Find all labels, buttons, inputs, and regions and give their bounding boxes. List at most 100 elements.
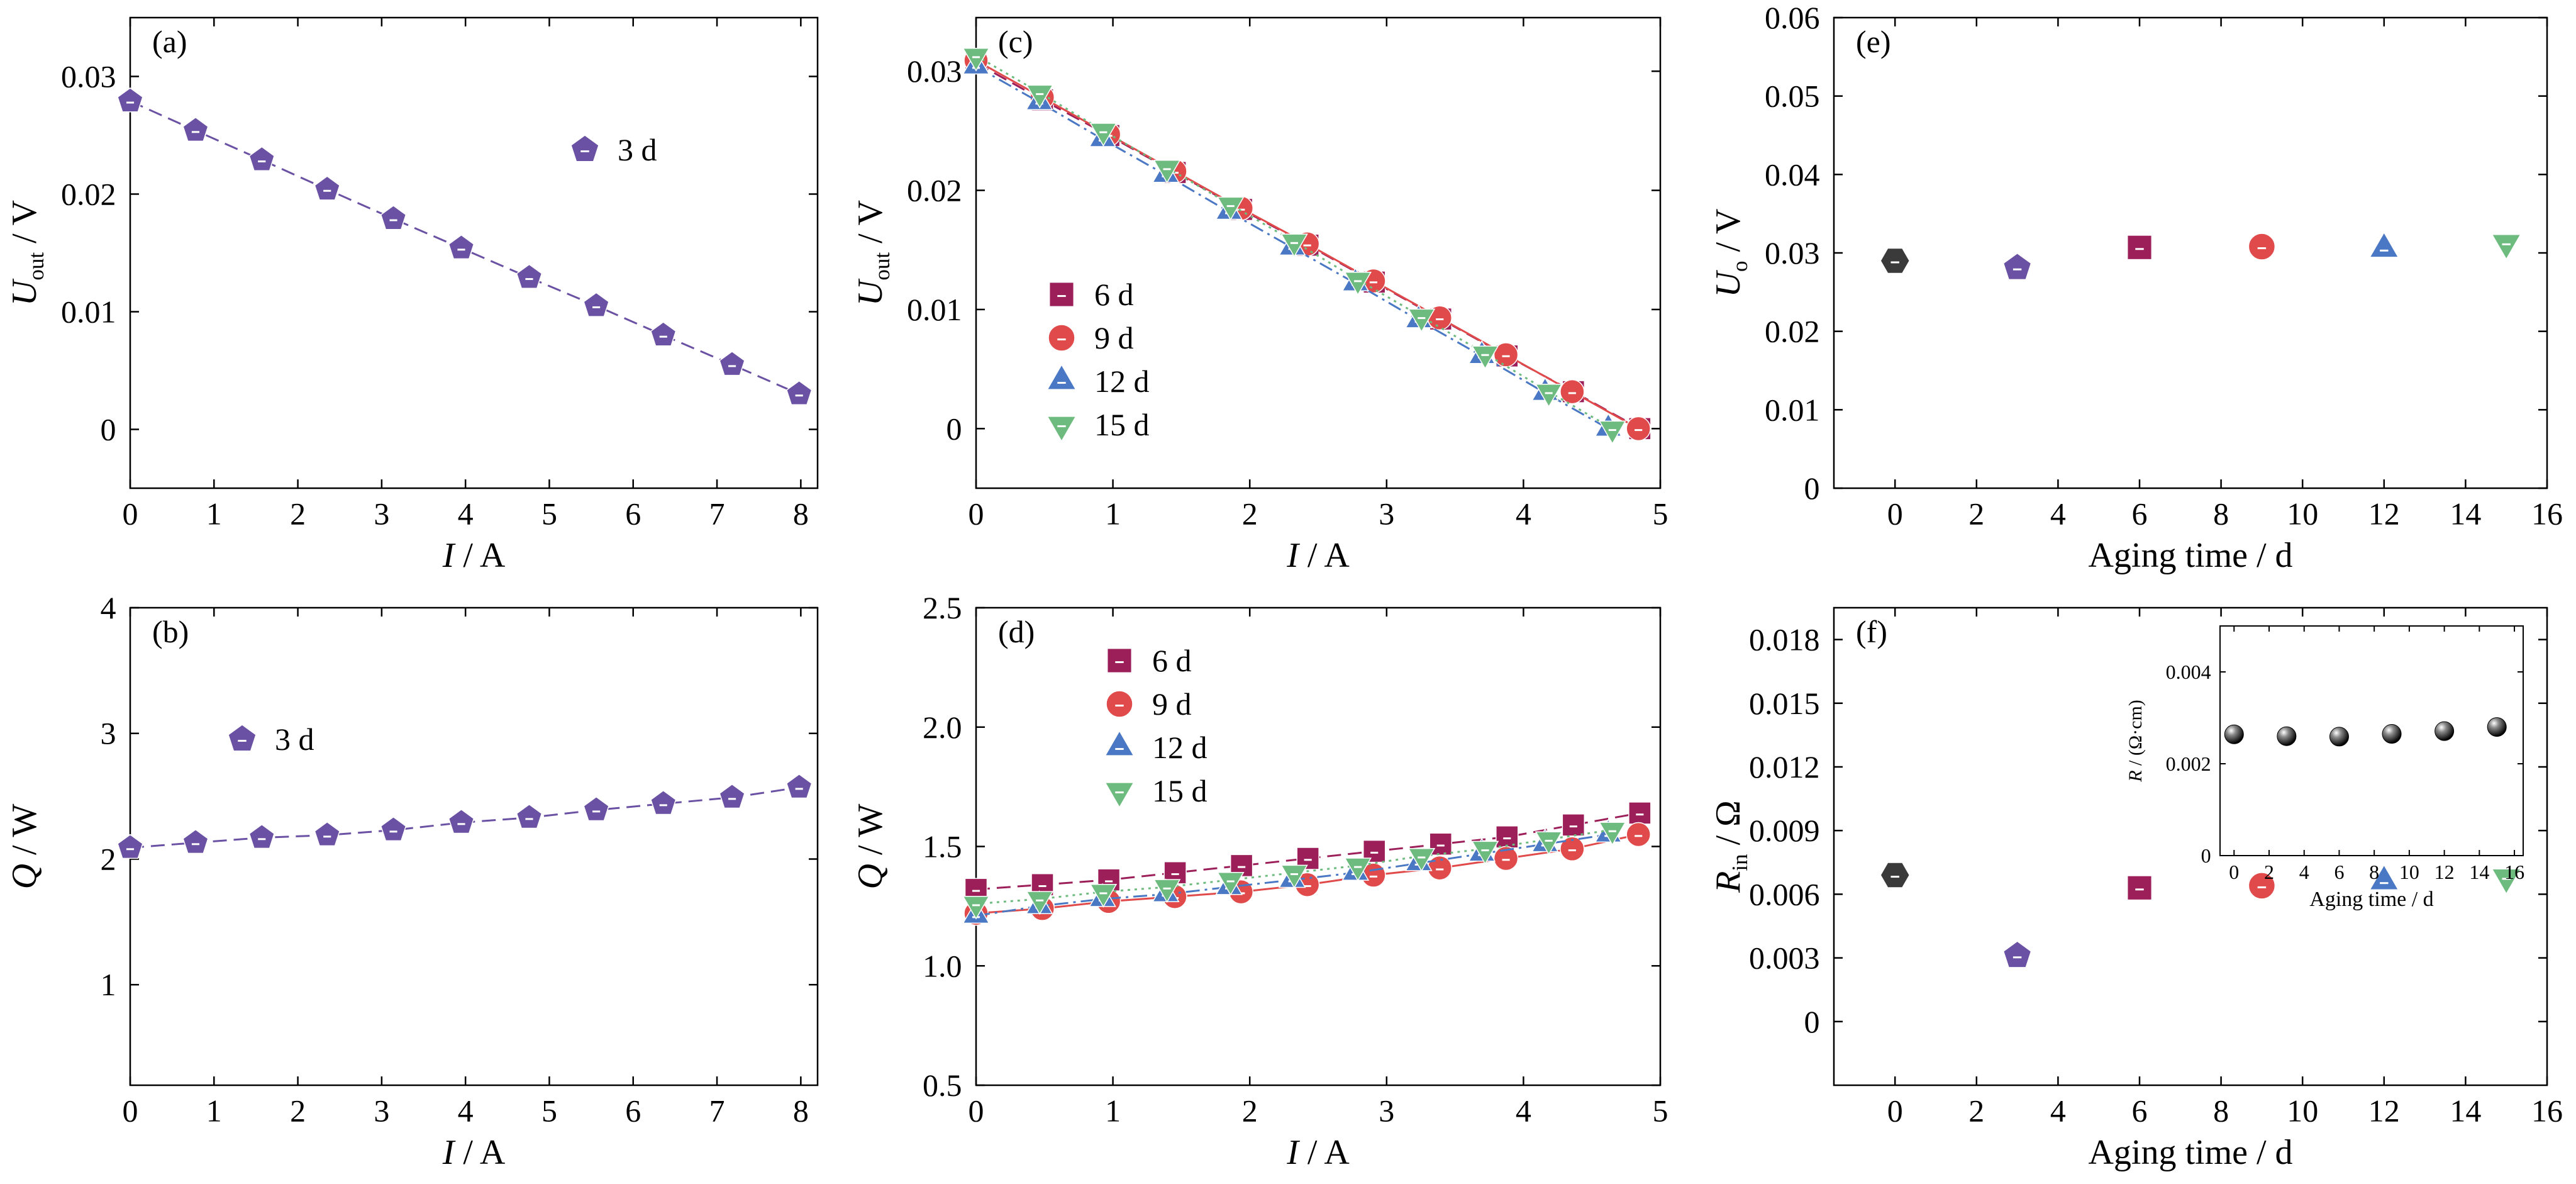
data-point bbox=[1026, 84, 1054, 109]
y-tick-label: 0.03 bbox=[907, 53, 962, 89]
x-tick-label: 6 bbox=[625, 496, 641, 532]
data-point bbox=[2248, 233, 2276, 260]
x-tick-label: 1 bbox=[206, 1093, 222, 1129]
y-tick-label: 0.012 bbox=[1749, 749, 1820, 785]
x-tick-label: 12 bbox=[2368, 1093, 2400, 1129]
panel-f: 0 2 4 6 8 10 12 14 16 0 0.003 0.006 0.009 0.012 0.015 0… bbox=[1709, 606, 2563, 1172]
x-tick-label: 6 bbox=[625, 1093, 641, 1129]
y-tick-label: 0.003 bbox=[1749, 941, 1820, 976]
x-tick-label: 0 bbox=[1887, 496, 1903, 532]
x-tick-label: 3 bbox=[374, 1093, 389, 1129]
y-tick-label: 0 bbox=[101, 412, 116, 447]
series-15d bbox=[962, 822, 1626, 920]
data-point bbox=[248, 146, 275, 171]
y-tick-label: 1 bbox=[101, 967, 116, 1002]
x-tick-label: 8 bbox=[2213, 1093, 2229, 1129]
inset-chart: 0 2 4 6 8 10 12 14 16 0 0.002 0.004 Aging time / d R … bbox=[2125, 625, 2524, 911]
legend-marker bbox=[1106, 690, 1133, 718]
x-tick-label: 14 bbox=[2450, 1093, 2481, 1129]
legend-entry: 3 d bbox=[570, 132, 657, 167]
legend-label: 3 d bbox=[618, 132, 657, 167]
series-3d bbox=[117, 87, 813, 406]
data-point bbox=[1216, 872, 1245, 896]
data-point bbox=[1280, 233, 1308, 258]
y-tick-label: 0.009 bbox=[1749, 813, 1820, 848]
x-tick-label: 0 bbox=[969, 496, 984, 532]
x-axis-label: I / A bbox=[442, 1133, 506, 1172]
y-tick-label: 0.02 bbox=[1765, 314, 1820, 349]
panel-label: (f) bbox=[1856, 614, 1887, 649]
x-tick-label: 1 bbox=[206, 496, 222, 532]
x-tick-label: 7 bbox=[709, 496, 725, 532]
legend-marker bbox=[1046, 364, 1077, 390]
legend-entry: 9 d bbox=[1048, 320, 1134, 355]
panel-c: 0 1 2 3 4 5 0 0.01 0.02 0.03 (c) I / A Uout / V 6 d 9 … bbox=[851, 16, 1668, 575]
inset-x-axis-label: Aging time / d bbox=[2309, 888, 2433, 911]
x-axis-label: I / A bbox=[1286, 1133, 1350, 1172]
data-point bbox=[1153, 879, 1181, 903]
legend-label: 15 d bbox=[1094, 407, 1150, 442]
y-axis-label: Uo / V bbox=[1709, 209, 1752, 298]
x-tick-label: 2 bbox=[2264, 861, 2274, 883]
plot-frame bbox=[2219, 625, 2524, 856]
data-point bbox=[314, 176, 340, 201]
data-point bbox=[516, 803, 543, 829]
y-tick-label: 0.02 bbox=[61, 177, 116, 212]
legend-entry: 12 d bbox=[1046, 364, 1150, 399]
data-point bbox=[1562, 813, 1585, 837]
x-tick-label: 4 bbox=[2050, 496, 2066, 532]
x-tick-label: 4 bbox=[1516, 496, 1531, 532]
y-tick-label: 0.002 bbox=[2166, 752, 2211, 775]
y-tick-label: 0.05 bbox=[1765, 79, 1820, 114]
data-point bbox=[2002, 941, 2032, 968]
data-point bbox=[2368, 231, 2399, 258]
data-point bbox=[314, 821, 340, 847]
x-tick-label: 8 bbox=[2369, 861, 2379, 883]
data-point bbox=[1216, 196, 1245, 221]
inset-data-point bbox=[2382, 724, 2402, 744]
legend-entry: 12 d bbox=[1104, 730, 1208, 765]
panel-d: 0 1 2 3 4 5 0.5 1.0 1.5 2.0 2.5 (d) I / A Q / W 6 d 9 d… bbox=[851, 590, 1668, 1172]
data-point bbox=[1560, 836, 1585, 862]
y-tick-label: 0 bbox=[2201, 844, 2211, 867]
data-point bbox=[1599, 420, 1626, 445]
series-15d bbox=[962, 47, 1626, 445]
legend-label: 15 d bbox=[1152, 773, 1208, 808]
x-tick-label: 4 bbox=[458, 1093, 474, 1129]
x-tick-label: 4 bbox=[2299, 861, 2309, 883]
panel-label: (a) bbox=[152, 24, 187, 59]
legend-marker bbox=[1106, 647, 1133, 674]
inset-data-point bbox=[2224, 724, 2244, 744]
y-tick-label: 2 bbox=[101, 841, 116, 876]
data-point bbox=[583, 292, 609, 317]
data-point bbox=[1407, 308, 1436, 333]
y-tick-label: 0.006 bbox=[1749, 876, 1820, 912]
legend-label: 12 d bbox=[1152, 730, 1208, 765]
plot-frame bbox=[975, 16, 1662, 489]
y-tick-label: 4 bbox=[101, 590, 116, 625]
inset-background bbox=[2220, 626, 2523, 856]
legend-marker bbox=[1046, 416, 1077, 442]
legend-entry: 6 d bbox=[1106, 643, 1192, 678]
plot-frame bbox=[1833, 606, 2548, 1086]
legend-entry: 15 d bbox=[1104, 773, 1208, 808]
data-point bbox=[650, 321, 677, 347]
plot-frame bbox=[1833, 16, 2548, 489]
legend-label: 9 d bbox=[1094, 320, 1134, 355]
x-tick-label: 2 bbox=[1242, 496, 1258, 532]
data-point bbox=[1880, 862, 1911, 888]
x-tick-label: 4 bbox=[1516, 1093, 1531, 1129]
data-point bbox=[786, 773, 813, 799]
y-tick-label: 1.0 bbox=[923, 948, 962, 983]
data-point bbox=[2368, 864, 2399, 891]
x-tick-label: 6 bbox=[2334, 861, 2344, 883]
data-point bbox=[719, 350, 745, 376]
y-tick-label: 0.5 bbox=[923, 1068, 962, 1103]
x-tick-label: 16 bbox=[2531, 496, 2563, 532]
data-point bbox=[650, 790, 677, 815]
data-point bbox=[1535, 831, 1563, 856]
data-point bbox=[117, 834, 143, 859]
panel-label: (c) bbox=[998, 24, 1033, 59]
x-tick-label: 8 bbox=[2213, 496, 2229, 532]
